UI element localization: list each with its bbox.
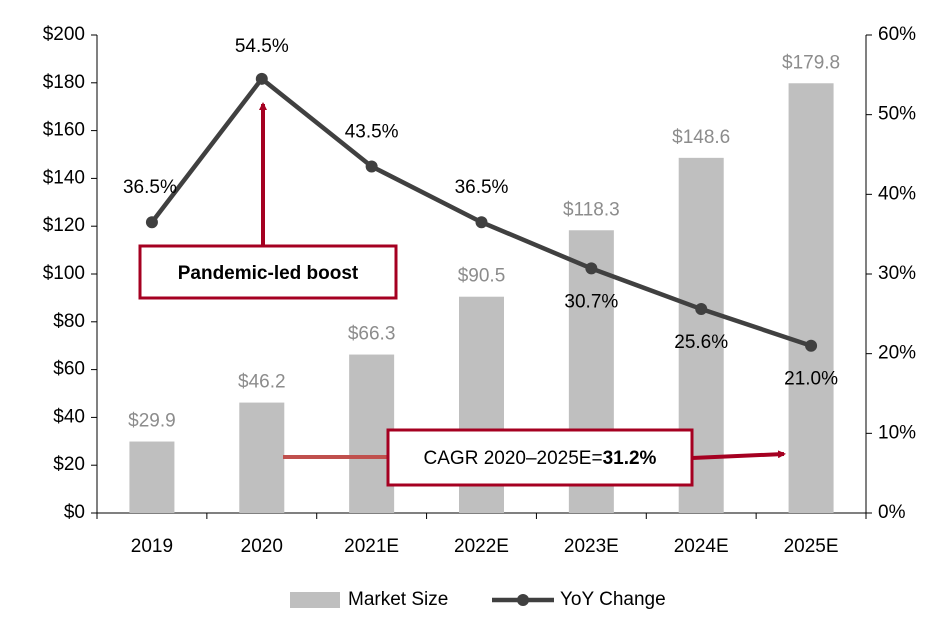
- bar: [788, 83, 834, 513]
- annotation: Pandemic-led boost: [178, 263, 359, 284]
- line-value-label: 43.5%: [345, 121, 399, 142]
- y-tick-label: $160: [43, 120, 85, 141]
- annotation-box: [138, 244, 398, 300]
- bar-value-label: $29.9: [128, 411, 176, 432]
- line-value-label: 25.6%: [674, 332, 728, 353]
- line-marker: [255, 72, 268, 85]
- y-tick-label: $140: [43, 167, 85, 188]
- y2-tick-label: 0%: [878, 502, 906, 523]
- bar-value-label: $66.3: [348, 324, 396, 345]
- x-tick-label: 2022E: [454, 536, 509, 557]
- legend-label: YoY Change: [560, 589, 666, 610]
- y-tick-label: $120: [43, 215, 85, 236]
- line-value-label: 30.7%: [564, 291, 618, 312]
- annotation-emphasis: 31.2%: [603, 448, 657, 469]
- legend-swatch: [290, 592, 340, 608]
- x-tick-label: 2021E: [344, 536, 399, 557]
- y-tick-label: $100: [43, 263, 85, 284]
- legend-label: Market Size: [348, 589, 448, 610]
- y-tick-label: $180: [43, 72, 85, 93]
- line-value-label: 36.5%: [455, 177, 509, 198]
- bar-value-label: $118.3: [563, 199, 620, 220]
- bar-value-label: $179.8: [782, 52, 840, 73]
- bar: [239, 402, 285, 513]
- bar: [129, 441, 175, 513]
- y-tick-label: $20: [53, 454, 85, 475]
- line-marker: [805, 339, 818, 352]
- bar-value-label: $90.5: [458, 266, 506, 287]
- cagr-arrow: [691, 450, 786, 460]
- line-marker: [475, 216, 488, 229]
- annotation-box: [386, 428, 694, 487]
- y-tick-label: $80: [53, 311, 85, 332]
- x-tick-label: 2019: [131, 536, 173, 557]
- legend-marker: [517, 594, 529, 606]
- line-marker: [365, 160, 378, 173]
- x-tick-label: 2020: [241, 536, 283, 557]
- line-marker: [145, 216, 158, 229]
- y-tick-label: $200: [43, 24, 85, 45]
- x-tick-label: 2024E: [674, 536, 729, 557]
- x-tick-label: 2023E: [564, 536, 619, 557]
- y2-tick-label: 10%: [878, 422, 916, 443]
- annotation-text: CAGR 2020–2025E=: [424, 448, 603, 469]
- y2-tick-label: 40%: [878, 183, 916, 204]
- line-value-label: 54.5%: [235, 36, 289, 57]
- line-marker: [695, 303, 708, 316]
- y-tick-label: $60: [53, 359, 85, 380]
- y2-tick-label: 30%: [878, 263, 916, 284]
- y-tick-label: $0: [64, 502, 85, 523]
- line-marker: [585, 262, 598, 275]
- y2-tick-label: 50%: [878, 104, 916, 125]
- bar-value-label: $148.6: [672, 127, 730, 148]
- line-value-label: 21.0%: [784, 369, 838, 390]
- bar-value-label: $46.2: [238, 372, 286, 393]
- y2-tick-label: 60%: [878, 24, 916, 45]
- y-tick-label: $40: [53, 406, 85, 427]
- x-tick-label: 2025E: [784, 536, 839, 557]
- annotation: CAGR 2020–2025E=31.2%: [424, 448, 657, 469]
- line-value-label: 36.5%: [123, 177, 177, 198]
- y2-tick-label: 20%: [878, 343, 916, 364]
